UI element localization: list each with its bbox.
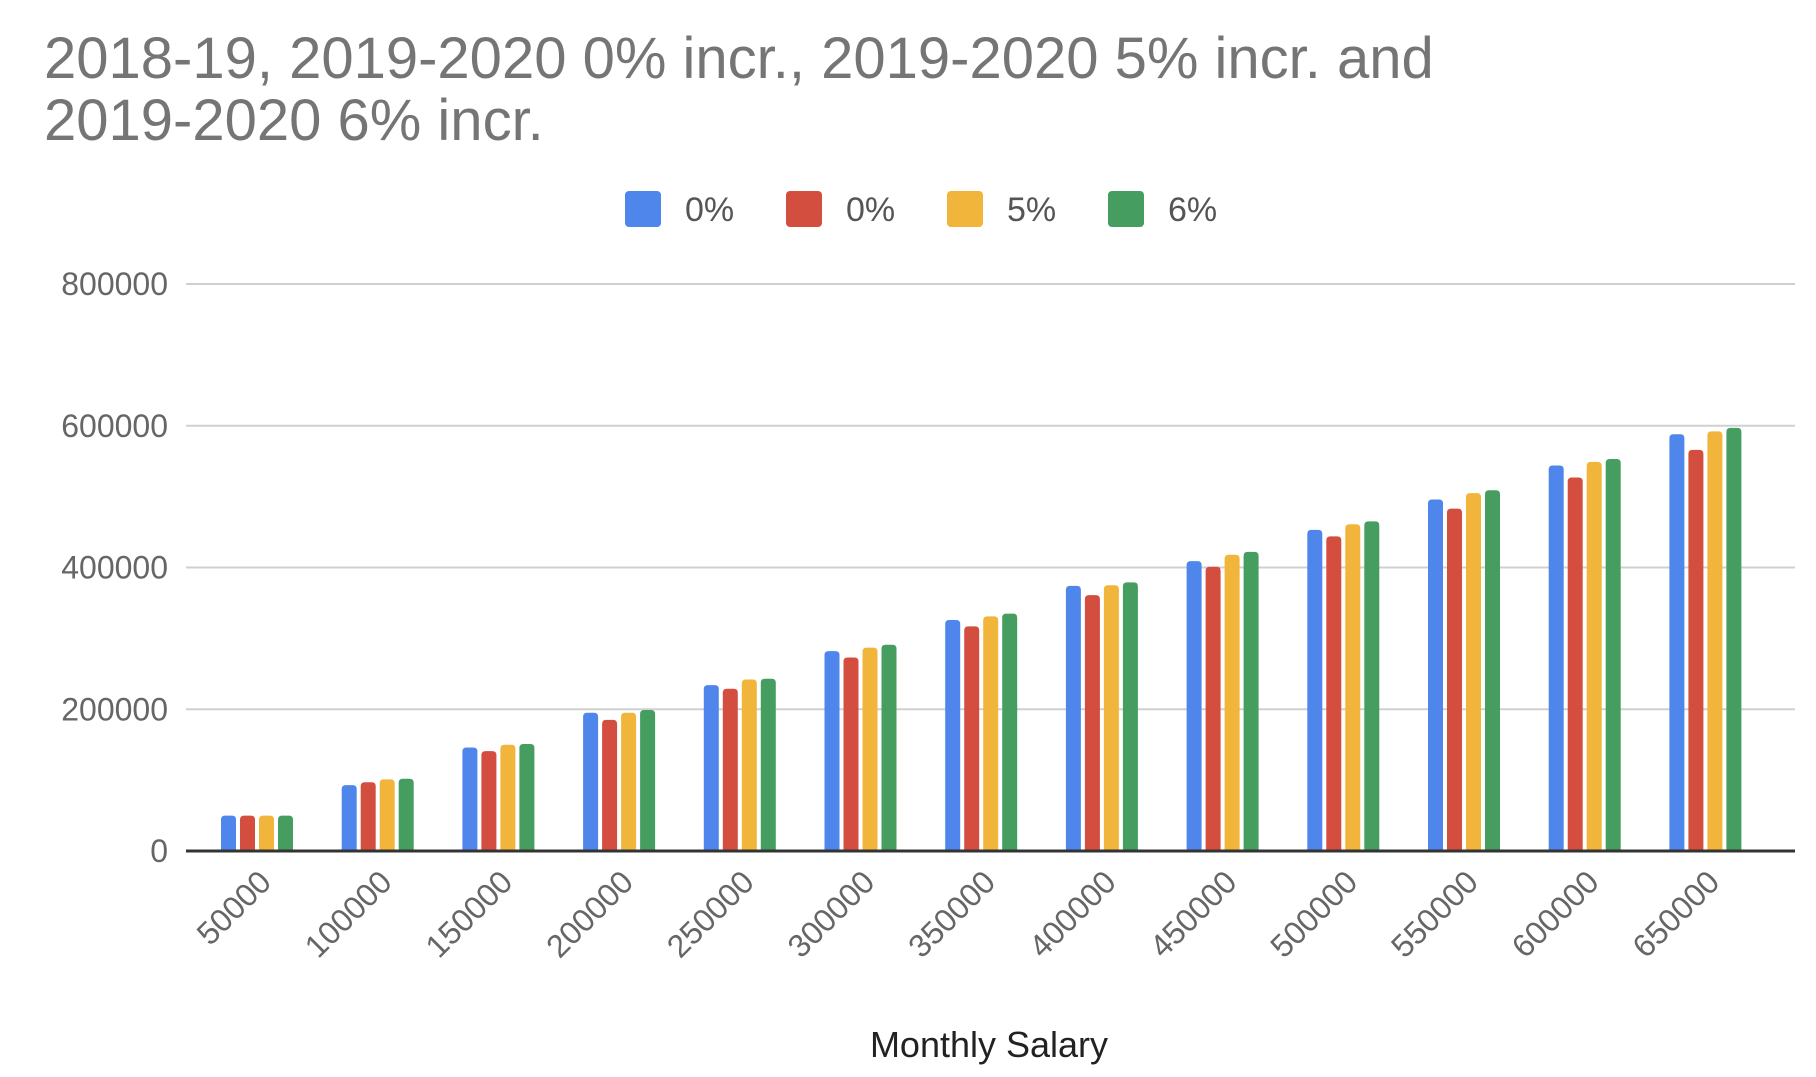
x-tick-label: 250000 bbox=[660, 863, 761, 964]
bar bbox=[240, 815, 255, 851]
bar bbox=[1447, 508, 1462, 851]
bar bbox=[1345, 524, 1361, 851]
x-tick-label: 400000 bbox=[1022, 863, 1123, 964]
bar bbox=[1567, 477, 1583, 851]
bar bbox=[379, 779, 395, 851]
legend-label: 0% bbox=[685, 191, 734, 229]
bar bbox=[621, 712, 637, 851]
bar bbox=[1586, 461, 1602, 851]
legend-label: 5% bbox=[1007, 191, 1056, 229]
bar bbox=[862, 647, 878, 851]
bar bbox=[1084, 595, 1100, 851]
bar bbox=[703, 685, 719, 851]
x-tick-label: 600000 bbox=[1505, 863, 1606, 964]
bar bbox=[1307, 529, 1323, 851]
bar bbox=[1205, 566, 1221, 851]
bar bbox=[1065, 585, 1081, 851]
y-tick-label: 200000 bbox=[61, 691, 168, 727]
bar bbox=[1726, 427, 1742, 851]
x-tick-label: 200000 bbox=[539, 863, 640, 964]
x-tick-label: 650000 bbox=[1625, 863, 1726, 964]
x-tick-label: 550000 bbox=[1384, 863, 1485, 964]
x-axis-label: Monthly Salary bbox=[870, 1024, 1108, 1065]
x-axis-ticks: 50000 100000 150000 200000 250000 300000 35000… bbox=[190, 863, 1727, 964]
bar bbox=[278, 815, 293, 851]
legend-swatch bbox=[786, 191, 822, 227]
bar bbox=[500, 744, 516, 851]
bar bbox=[843, 657, 859, 851]
bar bbox=[881, 644, 897, 851]
x-tick-label: 500000 bbox=[1263, 863, 1364, 964]
bar bbox=[1485, 490, 1500, 851]
legend-swatch bbox=[947, 191, 983, 227]
y-tick-label: 0 bbox=[150, 833, 168, 869]
bar bbox=[964, 626, 980, 851]
bar bbox=[519, 743, 535, 851]
bar bbox=[983, 616, 999, 851]
bar bbox=[1103, 585, 1119, 851]
bar bbox=[481, 751, 497, 851]
bar bbox=[760, 678, 776, 851]
bar bbox=[1243, 551, 1259, 851]
y-axis-ticks: 0 200000 400000 600000 800000 bbox=[61, 266, 168, 869]
bar bbox=[221, 815, 236, 851]
legend-label: 6% bbox=[1168, 191, 1217, 229]
bar bbox=[259, 815, 274, 851]
bar bbox=[824, 651, 840, 851]
bar bbox=[1548, 465, 1564, 851]
bar bbox=[1122, 582, 1138, 851]
bars bbox=[221, 427, 1742, 851]
bar bbox=[1002, 613, 1018, 851]
bar bbox=[341, 785, 357, 851]
chart-title: 2018-19, 2019-2020 0% incr., 2019-2020 5… bbox=[44, 26, 1434, 153]
legend-swatch bbox=[1108, 191, 1144, 227]
x-tick-label: 50000 bbox=[190, 863, 278, 951]
bar bbox=[360, 782, 376, 851]
bar bbox=[741, 679, 757, 851]
bar bbox=[583, 712, 599, 851]
y-tick-label: 800000 bbox=[61, 266, 168, 302]
bar bbox=[1326, 536, 1342, 851]
bar bbox=[462, 747, 478, 851]
legend-swatch bbox=[625, 191, 661, 227]
bar bbox=[1605, 459, 1621, 851]
bar bbox=[722, 688, 738, 851]
chart-title-line-2: 2019-2020 6% incr. bbox=[44, 88, 544, 153]
x-tick-label: 300000 bbox=[780, 863, 881, 964]
bar bbox=[1186, 561, 1202, 851]
chart-title-line-1: 2018-19, 2019-2020 0% incr., 2019-2020 5… bbox=[44, 26, 1434, 91]
bar bbox=[640, 709, 656, 851]
x-tick-label: 450000 bbox=[1143, 863, 1244, 964]
bar bbox=[945, 619, 961, 851]
bar bbox=[398, 778, 414, 851]
bar bbox=[1428, 499, 1443, 851]
x-tick-label: 150000 bbox=[418, 863, 519, 964]
bar bbox=[1669, 434, 1685, 851]
x-tick-label: 100000 bbox=[298, 863, 399, 964]
bar bbox=[1466, 493, 1481, 851]
x-tick-label: 350000 bbox=[901, 863, 1002, 964]
bar bbox=[1688, 449, 1704, 851]
bar bbox=[1707, 431, 1723, 851]
bar bbox=[1224, 554, 1240, 851]
bar bbox=[602, 719, 618, 851]
legend-label: 0% bbox=[846, 191, 895, 229]
y-tick-label: 600000 bbox=[61, 408, 168, 444]
legend: 0% 0% 5% 6% bbox=[625, 191, 1217, 229]
bar bbox=[1364, 521, 1380, 851]
y-tick-label: 400000 bbox=[61, 550, 168, 586]
